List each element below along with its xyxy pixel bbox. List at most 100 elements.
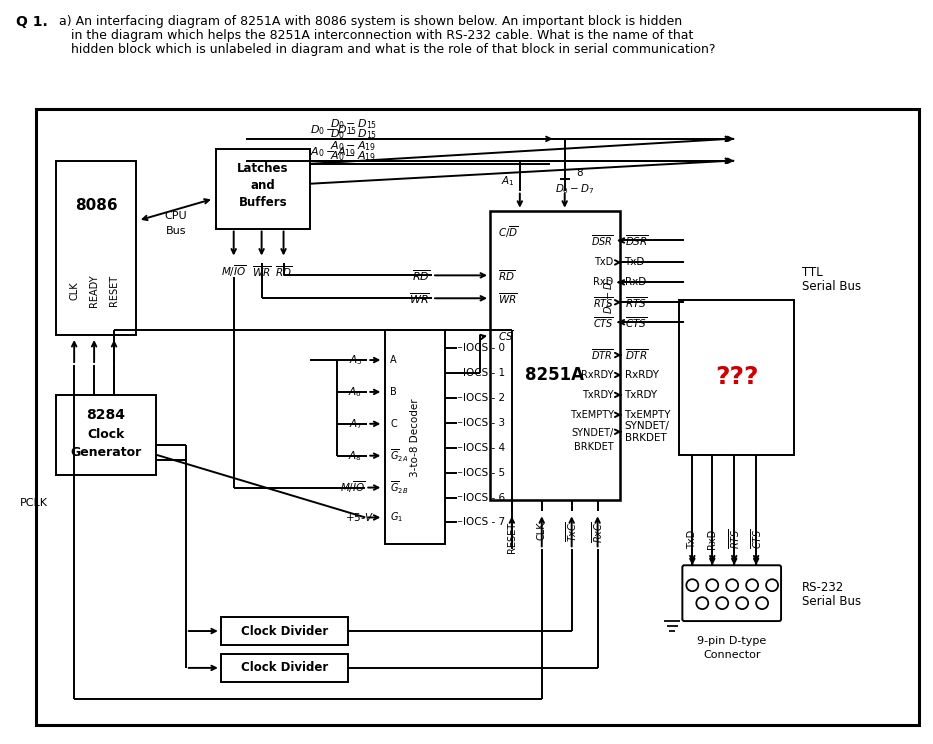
- Text: $M/\overline{IO}$: $M/\overline{IO}$: [221, 263, 246, 279]
- Text: $A_8$: $A_8$: [348, 449, 362, 463]
- Text: Generator: Generator: [71, 446, 142, 459]
- Text: and: and: [251, 179, 275, 192]
- Text: $\overline{G}_{2B}$: $\overline{G}_{2B}$: [390, 479, 409, 496]
- Text: TxD: TxD: [594, 257, 614, 267]
- Text: $\overline{WR}$: $\overline{WR}$: [498, 291, 518, 306]
- Text: Buffers: Buffers: [239, 196, 287, 209]
- Text: $\overline{G}_{2A}$: $\overline{G}_{2A}$: [390, 448, 409, 464]
- Text: $A_0 - A_{19}$: $A_0 - A_{19}$: [311, 145, 356, 158]
- Text: IOCS - 0: IOCS - 0: [463, 343, 505, 353]
- Text: C: C: [390, 419, 397, 429]
- Text: RS-232: RS-232: [802, 581, 844, 594]
- Text: $D_0 - D_{15}$: $D_0 - D_{15}$: [330, 127, 378, 141]
- Text: Clock: Clock: [88, 429, 125, 441]
- Text: in the diagram which helps the 8251A interconnection with RS-232 cable. What is : in the diagram which helps the 8251A int…: [59, 29, 693, 42]
- Text: $G_1$: $G_1$: [390, 510, 403, 525]
- Text: RESET: RESET: [507, 522, 517, 553]
- Text: CLK: CLK: [536, 522, 547, 540]
- Text: $\overline{CTS}$: $\overline{CTS}$: [748, 528, 763, 549]
- Text: TTL: TTL: [802, 266, 823, 279]
- Text: IOCS - 4: IOCS - 4: [463, 443, 505, 452]
- Text: $A_0 - A_{19}$: $A_0 - A_{19}$: [330, 139, 376, 153]
- Text: $\overline{RD}$: $\overline{RD}$: [498, 268, 515, 283]
- Text: 9-pin D-type: 9-pin D-type: [697, 636, 766, 646]
- Text: $\overline{RxC}$: $\overline{RxC}$: [591, 522, 605, 543]
- Text: $C/\overline{D}$: $C/\overline{D}$: [498, 225, 519, 240]
- Text: RESET: RESET: [109, 275, 119, 306]
- Text: TxEMPTY: TxEMPTY: [624, 410, 671, 420]
- Text: ─: ─: [457, 395, 461, 401]
- Bar: [56, 395, 156, 475]
- Text: $A_5$: $A_5$: [349, 353, 362, 367]
- Bar: [56, 161, 136, 335]
- Text: $\overline{DSR}$: $\overline{DSR}$: [624, 233, 648, 248]
- Text: Clock Divider: Clock Divider: [241, 624, 328, 638]
- Text: 8086: 8086: [75, 198, 118, 213]
- Text: $A_6$: $A_6$: [348, 385, 362, 399]
- Text: B: B: [390, 387, 397, 397]
- Text: TxRDY: TxRDY: [624, 390, 658, 400]
- Text: $\overline{RTS}$: $\overline{RTS}$: [592, 295, 614, 310]
- Text: IOCS - 5: IOCS - 5: [463, 468, 505, 478]
- Text: SYNDET/
BRKDET: SYNDET/ BRKDET: [624, 421, 669, 443]
- Text: $D_0 - D_{15}$: $D_0 - D_{15}$: [311, 123, 357, 137]
- Text: CLK: CLK: [69, 281, 79, 300]
- Text: Serial Bus: Serial Bus: [802, 280, 861, 293]
- Text: $\overline{CTS}$: $\overline{CTS}$: [592, 315, 614, 330]
- Text: CPU: CPU: [164, 211, 188, 220]
- Text: IOCS - 2: IOCS - 2: [463, 393, 505, 403]
- Text: $\overline{WR}$: $\overline{WR}$: [252, 264, 272, 279]
- Text: IOCS - 1: IOCS - 1: [463, 368, 505, 378]
- Text: $A_0 - A_{19}$: $A_0 - A_{19}$: [330, 149, 376, 163]
- Text: RxD: RxD: [707, 529, 717, 549]
- Text: RxD: RxD: [624, 278, 646, 287]
- Text: RxD: RxD: [593, 278, 614, 287]
- FancyBboxPatch shape: [682, 565, 781, 621]
- Text: TxD: TxD: [624, 257, 645, 267]
- Bar: [221, 617, 348, 645]
- Text: ─: ─: [457, 370, 461, 376]
- Bar: [490, 211, 620, 499]
- Text: $+5\text{-}V$: $+5\text{-}V$: [345, 511, 374, 524]
- Text: a) An interfacing diagram of 8251A with 8086 system is shown below. An important: a) An interfacing diagram of 8251A with …: [59, 16, 682, 28]
- Text: RxRDY: RxRDY: [581, 370, 614, 380]
- Text: $\overline{DTR}$: $\overline{DTR}$: [624, 347, 648, 362]
- Text: A: A: [390, 355, 397, 365]
- Text: $\overline{RD}$: $\overline{RD}$: [411, 268, 430, 283]
- Text: TxRDY: TxRDY: [582, 390, 614, 400]
- Text: RxRDY: RxRDY: [624, 370, 659, 380]
- Text: 8251A: 8251A: [525, 366, 584, 384]
- Text: READY: READY: [90, 274, 99, 307]
- Text: $\overline{RD}$: $\overline{RD}$: [275, 264, 292, 279]
- Text: $M/\overline{IO}$: $M/\overline{IO}$: [341, 480, 366, 496]
- Text: 8284: 8284: [87, 408, 126, 422]
- Bar: [216, 149, 311, 228]
- Text: $D_0 - D_{15}$: $D_0 - D_{15}$: [330, 117, 378, 131]
- Text: $\overline{RTS}$: $\overline{RTS}$: [727, 528, 742, 549]
- Text: hidden block which is unlabeled in diagram and what is the role of that block in: hidden block which is unlabeled in diagr…: [59, 43, 716, 57]
- Text: Latches: Latches: [237, 162, 289, 176]
- Text: 3-to-8 Decoder: 3-to-8 Decoder: [411, 398, 420, 477]
- Text: Serial Bus: Serial Bus: [802, 594, 861, 608]
- Text: $\overline{RTS}$: $\overline{RTS}$: [624, 295, 647, 310]
- Bar: [221, 654, 348, 682]
- Text: IOCS - 3: IOCS - 3: [463, 418, 505, 428]
- Text: ???: ???: [715, 365, 759, 389]
- Text: $A_1$: $A_1$: [501, 174, 515, 187]
- Text: TxD: TxD: [688, 530, 697, 549]
- Text: $\overline{CS}$: $\overline{CS}$: [498, 328, 514, 342]
- Text: Clock Divider: Clock Divider: [241, 661, 328, 674]
- Text: ─: ─: [457, 345, 461, 351]
- Text: ─: ─: [457, 445, 461, 451]
- Text: $\overline{DSR}$: $\overline{DSR}$: [592, 233, 614, 248]
- Text: SYNDET/: SYNDET/: [571, 428, 614, 437]
- Text: $D_0 - D_7$: $D_0 - D_7$: [603, 277, 617, 314]
- Text: $\overline{TxC}$: $\overline{TxC}$: [564, 522, 579, 542]
- Text: $\overline{CTS}$: $\overline{CTS}$: [624, 315, 647, 330]
- Text: ─: ─: [457, 519, 461, 525]
- Bar: [385, 330, 445, 545]
- Text: 8: 8: [577, 167, 583, 178]
- Text: PCLK: PCLK: [21, 498, 49, 507]
- Text: $A_7$: $A_7$: [349, 417, 362, 431]
- Text: BRKDET: BRKDET: [574, 442, 614, 452]
